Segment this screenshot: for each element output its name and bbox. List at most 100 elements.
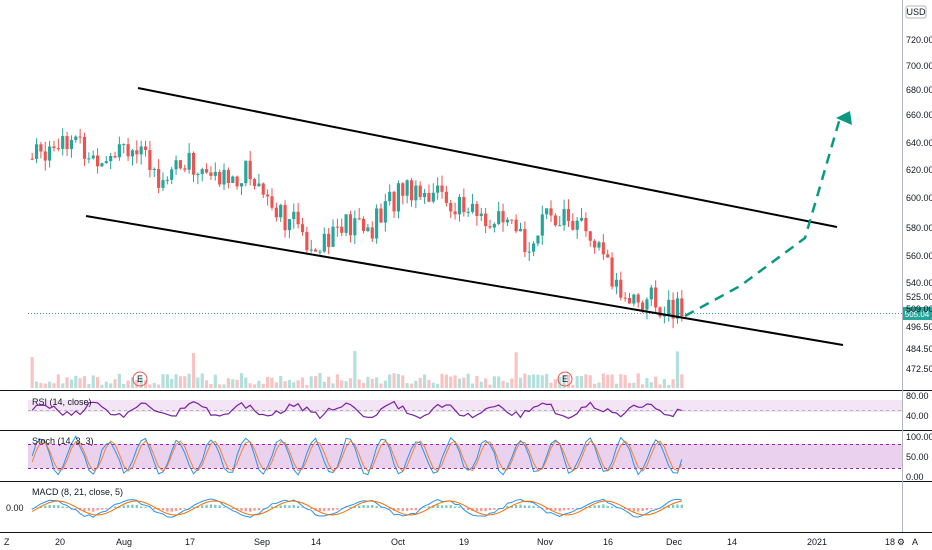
volume-bar [252, 384, 257, 388]
macd-hist-bar [623, 508, 627, 509]
macd-hist-bar [275, 506, 278, 508]
channel-lower-line[interactable] [85, 215, 844, 346]
candle [401, 183, 405, 196]
candle [562, 209, 566, 226]
volume-bar [575, 376, 579, 388]
auto-scale-button[interactable]: A [912, 537, 918, 547]
candle [213, 171, 217, 176]
candle [475, 203, 479, 216]
candle [645, 299, 649, 310]
volume-bar [274, 382, 278, 388]
volume-bar [305, 384, 309, 388]
volume-bar [109, 383, 113, 388]
candle [309, 249, 313, 251]
macd-label[interactable]: MACD (8, 21, close, 5) [32, 487, 123, 497]
volume-bar [266, 376, 270, 388]
candle [514, 219, 518, 232]
candle [205, 169, 209, 173]
volume-bar [248, 383, 252, 388]
earnings-marker[interactable]: E [132, 371, 148, 387]
volume-bar [100, 384, 104, 388]
volume-bar [205, 380, 209, 388]
price-tick: 600.00 [906, 193, 932, 203]
time-tick: Dec [666, 537, 683, 547]
price-tick: 496.50 [906, 322, 932, 332]
volume-bar [361, 383, 366, 388]
volume-bar [614, 383, 618, 388]
candle [680, 298, 684, 317]
candle [161, 180, 165, 188]
time-tick: Oct [391, 537, 406, 547]
time-axis[interactable]: 20 Aug 17 Sep 14 Oct 19 Nov 16 Dec 14 2021 18 [55, 537, 895, 547]
candle [654, 287, 658, 308]
candle [579, 217, 584, 221]
earnings-marker[interactable]: E [557, 371, 573, 387]
volume-bar [213, 374, 217, 388]
macd-hist-bar [440, 505, 444, 508]
stoch-label[interactable]: Stoch (14, 3, 3) [32, 436, 94, 446]
macd-hist-bar [671, 504, 675, 508]
volume-bar [161, 374, 165, 388]
macd-hist-bar [235, 508, 239, 510]
candle [492, 224, 496, 228]
candle [139, 146, 143, 155]
candle [96, 155, 100, 167]
candle [361, 218, 366, 232]
candlestick-series[interactable] [30, 128, 684, 329]
macd-hist-bar [222, 507, 226, 508]
candle [122, 144, 126, 146]
rsi-label[interactable]: RSI (14, close) [32, 397, 92, 407]
candle [479, 213, 483, 216]
macd-hist-bar [179, 508, 182, 510]
macd-hist-bar [340, 508, 343, 509]
volume-bar [593, 383, 597, 388]
candle [427, 192, 431, 202]
volume-bar [532, 374, 536, 388]
candle [113, 155, 117, 158]
macd-hist-bar [414, 508, 418, 511]
volume-bar [39, 383, 43, 388]
volume-bar [645, 377, 649, 388]
candle [536, 235, 540, 244]
candle [353, 218, 357, 236]
gear-icon[interactable]: ⚙ [897, 537, 905, 547]
candle [165, 179, 169, 181]
stoch-tick: 50.00 [906, 452, 929, 462]
stoch-band [28, 444, 902, 468]
candle [540, 214, 544, 236]
currency-label[interactable]: USD [905, 5, 927, 19]
macd-histogram [31, 504, 683, 512]
macd-hist-bar [571, 508, 574, 510]
candle [109, 155, 113, 162]
candle [91, 155, 95, 159]
rsi-tick: 40.00 [906, 411, 929, 421]
macd-hist-bar [144, 506, 147, 508]
price-axis[interactable]: 720.00 700.00 680.00 660.00 640.00 620.00 600.… [906, 35, 932, 374]
volume-bar [418, 377, 422, 388]
volume-bar [383, 380, 387, 388]
zoom-button[interactable]: Z [4, 537, 10, 547]
volume-bar [444, 374, 448, 388]
macd-hist-bar [615, 507, 618, 509]
volume-bar [527, 375, 531, 388]
volume-bar [34, 381, 39, 388]
candle [497, 211, 501, 225]
channel-upper-line[interactable] [137, 87, 838, 228]
candle [440, 185, 444, 192]
macd-hist-bar [371, 504, 374, 508]
candle [296, 211, 300, 225]
projection-path[interactable] [684, 117, 842, 318]
macd-hist-bar [680, 504, 683, 508]
volume-bars [30, 351, 684, 388]
macd-hist-bar [558, 508, 561, 512]
volume-bar [87, 383, 91, 388]
candle [597, 242, 601, 248]
volume-bar [235, 379, 239, 388]
macd-hist-bar [192, 506, 195, 508]
volume-bar [61, 383, 65, 388]
volume-bar [370, 378, 374, 388]
macd-hist-bar [567, 508, 570, 511]
candle [314, 249, 318, 252]
candle [392, 191, 396, 212]
